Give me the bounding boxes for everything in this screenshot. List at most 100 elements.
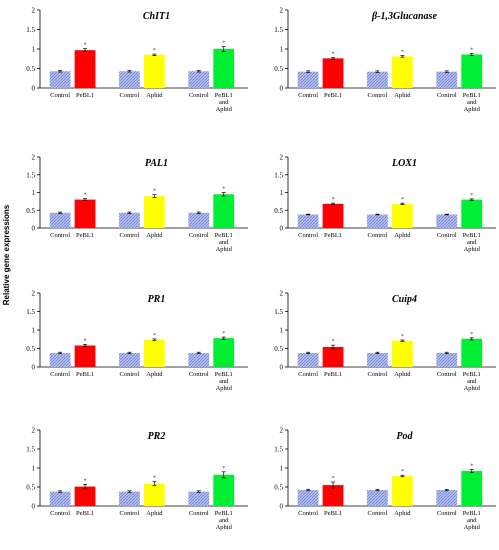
- x-tick-label: Control: [189, 371, 209, 378]
- significance-star: *: [332, 52, 335, 58]
- chart-panels: 0 0.5 1 1.5 2 ChIT1 Control * PeBL1 Control * Aphid…: [26, 7, 496, 531]
- x-tick-label: Control: [437, 510, 457, 517]
- x-tick-label-line: Control: [437, 371, 457, 378]
- bar: [74, 199, 96, 228]
- y-tick-label: 0.5: [26, 207, 35, 215]
- x-tick-label-line: PeBL1: [215, 92, 233, 99]
- bar: [144, 196, 165, 228]
- x-tick-label-line: Control: [298, 510, 318, 517]
- y-tick-label: 0.5: [26, 65, 35, 73]
- x-tick-label-line: Aphid: [394, 232, 411, 239]
- x-tick-label: PeBL1 and Aphid: [463, 92, 481, 113]
- x-tick-label-line: PeBL1: [215, 371, 233, 378]
- significance-star: *: [470, 47, 473, 53]
- x-tick-label: Control: [298, 510, 318, 517]
- y-tick-label: 0.5: [274, 484, 283, 492]
- x-tick-label-line: Control: [189, 510, 209, 517]
- y-tick-label: 1.5: [274, 26, 283, 34]
- bar: [322, 203, 344, 228]
- bar: [436, 214, 458, 228]
- chart-panel: 0 0.5 1 1.5 2 β-1,3Glucanase Control * PeBL1 Cont…: [274, 7, 496, 113]
- bar: [297, 490, 319, 506]
- bar: [188, 212, 210, 228]
- x-tick-label-line: PeBL1: [76, 371, 94, 378]
- chart-panel: 0 0.5 1 1.5 2 Pod Control * PeBL1 Control * Aphid Co…: [274, 427, 496, 531]
- panel-title: LOX1: [391, 158, 417, 169]
- x-tick-label: Aphid: [146, 371, 163, 378]
- significance-star: *: [84, 338, 87, 344]
- x-tick-label: PeBL1 and Aphid: [215, 510, 233, 531]
- x-tick-label-line: Control: [120, 232, 140, 239]
- x-tick-label-line: PeBL1: [76, 92, 94, 99]
- x-tick-label: Control: [437, 371, 457, 378]
- bar: [49, 352, 71, 367]
- x-tick-label-line: Control: [50, 92, 70, 99]
- x-tick-label-line: Control: [437, 92, 457, 99]
- x-tick-label: PeBL1 and Aphid: [463, 232, 481, 253]
- x-tick-label-line: Aphid: [216, 385, 233, 392]
- panel-title: ChIT1: [143, 11, 170, 22]
- x-tick-label-line: Control: [368, 510, 388, 517]
- bar: [436, 490, 458, 506]
- x-tick-label: PeBL1: [324, 371, 342, 378]
- y-tick-label: 2: [32, 290, 36, 298]
- bar: [188, 491, 210, 506]
- x-tick-label-line: PeBL1: [324, 232, 342, 239]
- significance-star: *: [222, 187, 225, 193]
- x-tick-label-line: Control: [120, 92, 140, 99]
- x-tick-label: Aphid: [394, 371, 411, 378]
- y-tick-label: 1: [280, 327, 284, 335]
- bar: [74, 50, 96, 88]
- x-tick-label: Control: [50, 232, 70, 239]
- x-tick-label: Control: [120, 92, 140, 99]
- y-tick-label: 0.5: [274, 65, 283, 73]
- x-tick-label-line: PeBL1: [324, 371, 342, 378]
- x-tick-label-line: Aphid: [216, 524, 233, 531]
- x-tick-label: Aphid: [394, 92, 411, 99]
- bar: [322, 58, 344, 88]
- y-tick-label: 1: [32, 465, 36, 473]
- bar: [144, 339, 165, 367]
- y-tick-label: 0.5: [26, 484, 35, 492]
- bar: [322, 347, 344, 367]
- x-tick-label-line: Aphid: [394, 371, 411, 378]
- significance-star: *: [153, 333, 156, 339]
- y-tick-label: 0: [280, 503, 284, 511]
- y-tick-label: 1.5: [26, 171, 35, 179]
- panel-title: PR1: [148, 294, 166, 305]
- significance-star: *: [222, 331, 225, 337]
- bar: [188, 71, 210, 88]
- x-tick-label-line: Control: [50, 510, 70, 517]
- x-tick-label-line: and: [219, 517, 229, 524]
- x-tick-label-line: Aphid: [146, 510, 163, 517]
- x-tick-label: Control: [120, 232, 140, 239]
- x-tick-label-line: and: [467, 378, 477, 385]
- x-tick-label: PeBL1: [76, 510, 94, 517]
- x-tick-label: PeBL1: [76, 232, 94, 239]
- y-tick-label: 1.5: [26, 26, 35, 34]
- bar: [461, 54, 483, 88]
- x-tick-label-line: PeBL1: [463, 510, 481, 517]
- y-tick-label: 0: [32, 85, 36, 93]
- chart-panel: 0 0.5 1 1.5 2 PR2 Control * PeBL1 Control * Aphid Co…: [26, 427, 248, 531]
- x-tick-label-line: Aphid: [464, 246, 481, 253]
- bar: [297, 71, 319, 88]
- x-tick-label: Control: [120, 371, 140, 378]
- x-tick-label-line: Control: [298, 371, 318, 378]
- significance-star: *: [222, 41, 225, 47]
- y-tick-label: 1.5: [274, 446, 283, 454]
- chart-panel: 0 0.5 1 1.5 2 PAL1 Control * PeBL1 Control * Aphid C…: [26, 154, 248, 253]
- y-tick-label: 2: [280, 290, 284, 298]
- panel-title: PR2: [148, 431, 166, 442]
- x-tick-label-line: PeBL1: [76, 232, 94, 239]
- y-tick-label: 1.5: [26, 446, 35, 454]
- significance-star: *: [401, 50, 404, 56]
- x-tick-label-line: Control: [189, 92, 209, 99]
- significance-star: *: [401, 334, 404, 340]
- x-tick-label: Control: [298, 92, 318, 99]
- bar: [367, 214, 388, 228]
- chart-panel: 0 0.5 1 1.5 2 Cuip4 Control * PeBL1 Control * Aphid…: [274, 290, 496, 392]
- bar: [119, 352, 140, 367]
- x-tick-label-line: Control: [368, 92, 388, 99]
